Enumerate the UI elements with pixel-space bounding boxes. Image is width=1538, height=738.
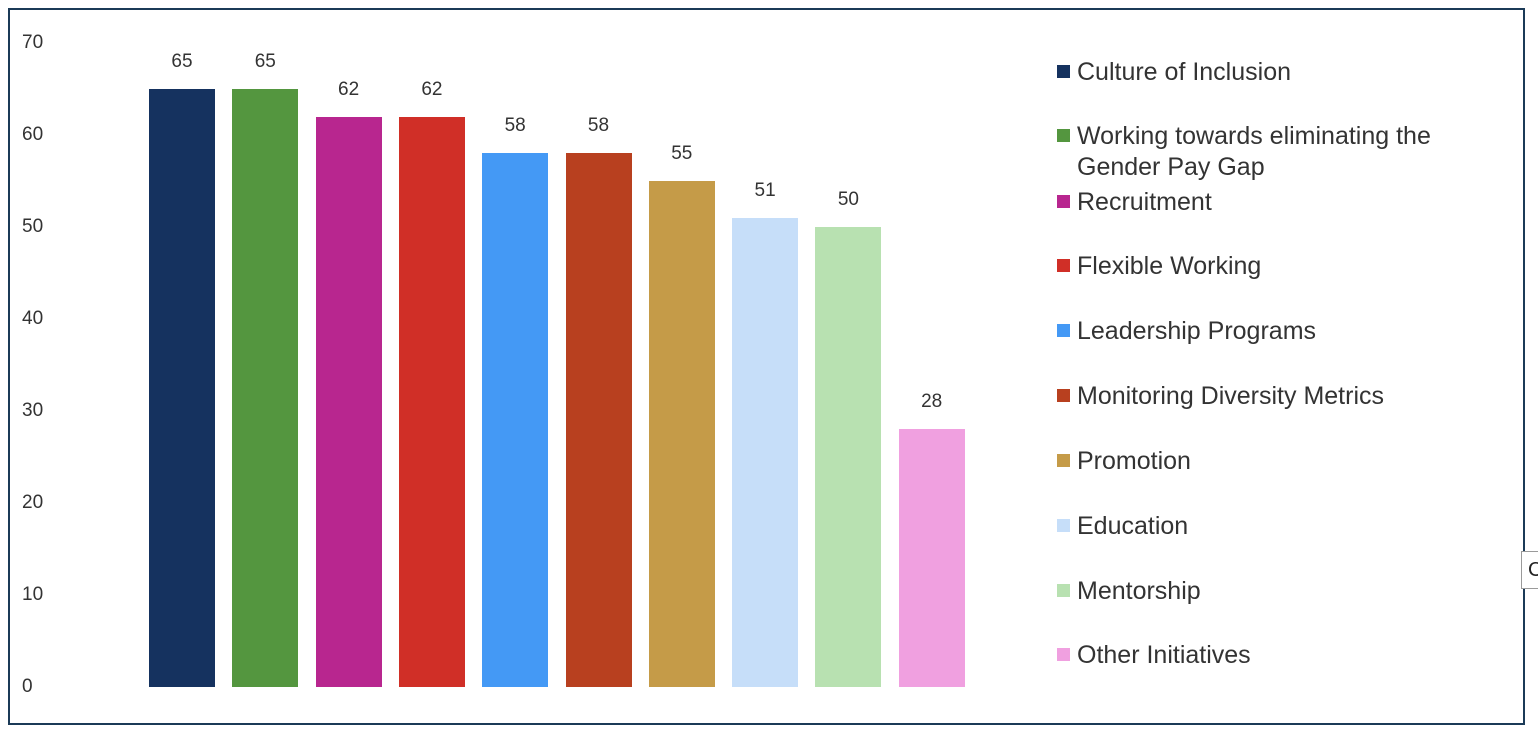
y-tick-label: 10 <box>22 584 44 605</box>
y-tick-label: 40 <box>22 308 44 329</box>
bar-2 <box>232 89 299 687</box>
legend-label: Recruitment <box>1077 188 1212 216</box>
bar-6 <box>565 153 632 687</box>
y-tick-label: 20 <box>22 492 44 513</box>
y-tick-label: 0 <box>22 676 33 697</box>
bar-value-label: 28 <box>921 391 943 413</box>
bar-value-label: 58 <box>504 115 526 137</box>
bar-8 <box>732 217 799 687</box>
bar-9 <box>815 227 882 687</box>
legend-item: Culture of Inclusion <box>1057 57 1497 88</box>
y-tick-label: 60 <box>22 124 44 145</box>
legend-item: Working towards eliminating the Gender P… <box>1057 121 1497 183</box>
bar-10 <box>898 429 965 687</box>
legend-swatch <box>1057 454 1070 467</box>
bar-value-label: 55 <box>671 143 693 164</box>
legend-item: Promotion <box>1057 446 1497 477</box>
bar-value-label: 62 <box>421 78 443 100</box>
legend-label: Working towards eliminating the Gender P… <box>1077 122 1431 181</box>
legend-label: Monitoring Diversity Metrics <box>1077 382 1385 410</box>
legend-label: Leadership Programs <box>1077 317 1317 345</box>
legend-item: Monitoring Diversity Metrics <box>1057 381 1497 412</box>
legend-swatch <box>1057 195 1070 208</box>
legend-swatch <box>1057 584 1070 597</box>
legend-item: Mentorship <box>1057 576 1497 607</box>
legend-swatch <box>1057 324 1070 337</box>
legend-label: Other Initiatives <box>1077 641 1251 669</box>
legend-swatch <box>1057 129 1070 142</box>
bar-value-label: 65 <box>254 51 276 72</box>
bar-4 <box>398 116 465 687</box>
bar-value-label: 62 <box>338 78 360 100</box>
legend-item: Other Initiatives <box>1057 640 1497 671</box>
y-tick-label: 50 <box>22 216 44 237</box>
legend-label: Flexible Working <box>1077 252 1262 280</box>
y-tick-label: 70 <box>22 32 44 53</box>
bar-value-label: 50 <box>837 189 859 210</box>
bar-value-label: 65 <box>171 51 193 72</box>
legend-label: Promotion <box>1077 447 1191 475</box>
legend-item: Recruitment <box>1057 187 1497 218</box>
y-tick-label: 30 <box>22 400 44 421</box>
edge-overflow-tab[interactable]: C <box>1521 551 1538 589</box>
legend-item: Education <box>1057 511 1497 542</box>
bar-5 <box>482 153 549 687</box>
legend-label: Mentorship <box>1077 577 1201 605</box>
legend-item: Flexible Working <box>1057 251 1497 282</box>
bar-3 <box>315 116 382 687</box>
bar-1 <box>149 89 215 687</box>
legend-swatch <box>1057 519 1070 532</box>
legend-swatch <box>1057 389 1070 402</box>
bar-value-label: 58 <box>587 115 610 137</box>
legend-swatch <box>1057 259 1070 272</box>
bar-7 <box>648 181 715 687</box>
legend-swatch <box>1057 65 1070 78</box>
legend-item: Leadership Programs <box>1057 316 1497 347</box>
legend-swatch <box>1057 648 1070 661</box>
bar-value-label: 51 <box>754 179 776 201</box>
legend-label: Culture of Inclusion <box>1077 58 1292 86</box>
legend-label: Education <box>1077 512 1189 540</box>
